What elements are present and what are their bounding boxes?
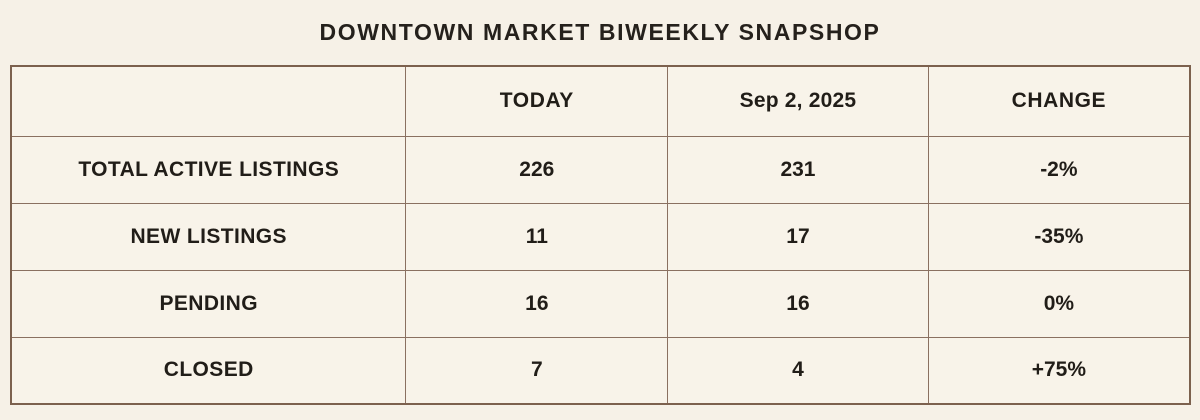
value-today: 7 [405,336,669,405]
page-title: DOWNTOWN MARKET BIWEEKLY SNAPSHOP [319,19,881,45]
header-cell-date: Sep 2, 2025 [667,65,929,137]
value-change: 0% [927,269,1191,338]
value-today: 16 [405,269,669,338]
value-previous: 231 [667,135,929,204]
metric-label: TOTAL ACTIVE LISTINGS [10,135,407,204]
header-row: TODAY Sep 2, 2025 CHANGE [10,65,1191,137]
table-row: CLOSED 7 4 +75% [10,336,1191,405]
header-cell-metric [10,65,407,137]
value-change: -2% [927,135,1191,204]
value-change: -35% [927,202,1191,271]
table-row: NEW LISTINGS 11 17 -35% [10,202,1191,271]
value-previous: 17 [667,202,929,271]
metric-label: NEW LISTINGS [10,202,407,271]
metric-label: PENDING [10,269,407,338]
table-row: TOTAL ACTIVE LISTINGS 226 231 -2% [10,135,1191,204]
value-today: 11 [405,202,669,271]
value-today: 226 [405,135,669,204]
metric-label: CLOSED [10,336,407,405]
value-previous: 4 [667,336,929,405]
header-cell-today: TODAY [405,65,669,137]
header-cell-change: CHANGE [927,65,1191,137]
snapshot-table: TODAY Sep 2, 2025 CHANGE TOTAL ACTIVE LI… [10,65,1191,405]
table-row: PENDING 16 16 0% [10,269,1191,338]
value-previous: 16 [667,269,929,338]
value-change: +75% [927,336,1191,405]
